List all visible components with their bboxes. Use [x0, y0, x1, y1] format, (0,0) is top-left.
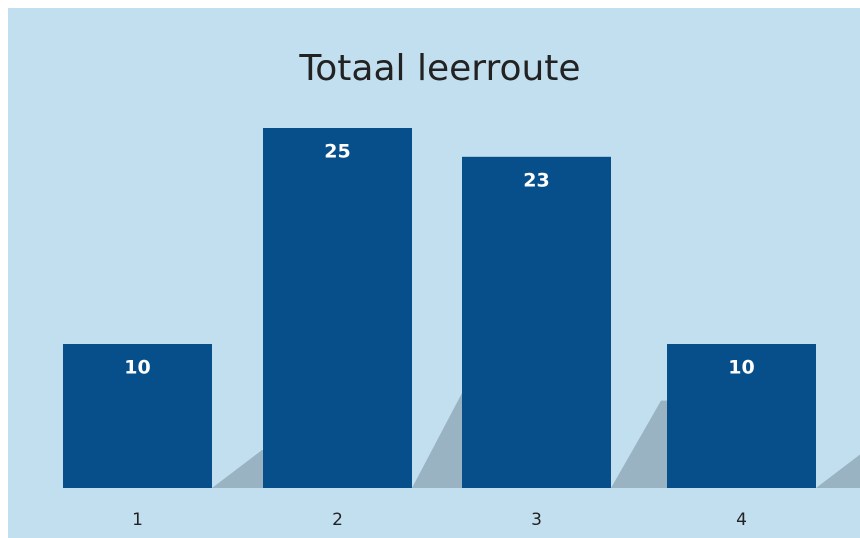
x-tick-label: 4 [736, 510, 747, 530]
x-tick-label: 3 [531, 510, 542, 530]
bar-shadow [816, 454, 860, 488]
data-label: 10 [124, 357, 150, 379]
data-label: 10 [728, 357, 754, 379]
bar [462, 156, 611, 489]
bar [63, 344, 212, 488]
data-label: 25 [324, 141, 350, 163]
chart-title: Totaal leerroute [298, 48, 580, 89]
data-label: 23 [523, 169, 549, 191]
bar [263, 128, 412, 488]
x-tick-label: 2 [332, 510, 343, 530]
x-tick-label: 1 [132, 510, 143, 530]
bar [667, 344, 816, 488]
